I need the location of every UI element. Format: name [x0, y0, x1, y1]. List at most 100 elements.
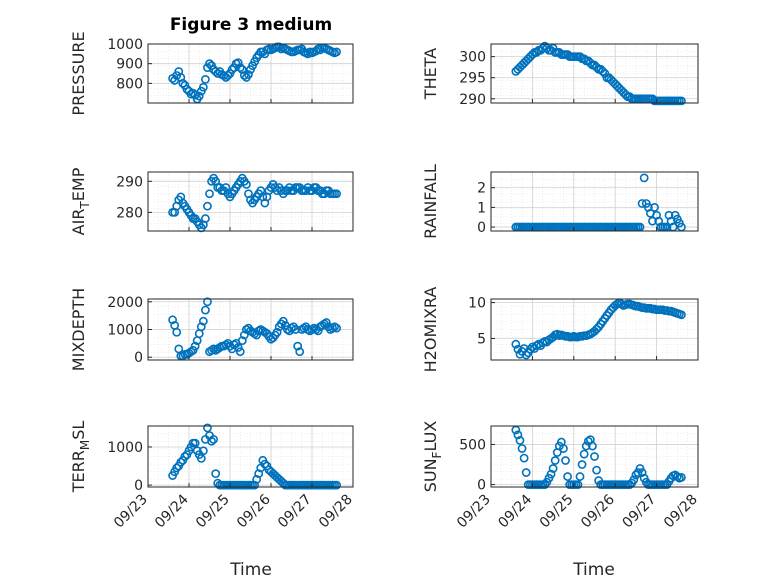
axes-box	[490, 171, 699, 232]
data-point	[332, 189, 341, 199]
data-point	[575, 472, 585, 481]
data-point	[590, 452, 599, 461]
data-point	[291, 325, 300, 334]
panel-1: 290 295 300 THETA	[421, 41, 699, 108]
panel-3: 0 1 2 RAINFALL	[421, 164, 699, 239]
data-point	[293, 341, 303, 351]
panel-4: 0 1000 2000 MIXDEPTH	[69, 288, 354, 371]
data-point	[573, 480, 583, 489]
data-point	[579, 449, 589, 459]
y-tick-label: 280	[116, 205, 143, 221]
data-point	[650, 202, 659, 212]
y-tick-label: 0	[134, 478, 143, 494]
data-point	[321, 318, 331, 327]
data-point	[254, 469, 264, 479]
data-point	[278, 316, 288, 326]
data-point	[260, 459, 270, 469]
y-tick-label: 800	[116, 76, 143, 92]
data-point	[313, 326, 323, 336]
data-point	[546, 469, 556, 479]
data-point	[194, 91, 204, 101]
panel-5: 5 10 H2OMIXRA	[421, 287, 699, 373]
data-point	[250, 480, 259, 490]
data-point	[241, 180, 251, 189]
data-point	[637, 199, 647, 208]
data-point	[176, 457, 186, 467]
y-axis-label: THETA	[421, 48, 440, 100]
data-point	[233, 58, 243, 68]
y-tick-label: 2	[477, 181, 486, 197]
y-tick-label: 1000	[107, 323, 143, 339]
data-point	[598, 66, 608, 76]
y-tick-label: 295	[459, 71, 486, 87]
y-tick-label: 0	[134, 350, 143, 366]
data-point	[332, 323, 341, 333]
data-point	[677, 96, 686, 106]
x-axis-label-right: Time	[572, 560, 615, 580]
y-tick-label: 290	[116, 174, 143, 190]
data-point	[196, 454, 206, 463]
data-point	[188, 345, 198, 355]
data-point	[237, 336, 247, 345]
y-tick-label: 1000	[107, 37, 143, 53]
y-tick-label: 10	[468, 296, 486, 312]
data-point	[190, 341, 200, 351]
y-tick-label: 290	[459, 92, 486, 108]
data-point	[211, 469, 221, 479]
data-point	[203, 201, 212, 211]
data-point	[244, 70, 253, 79]
data-point	[515, 436, 525, 445]
y-axis-label: RAINFALL	[421, 164, 440, 239]
y-tick-label: 0	[477, 478, 486, 494]
data-point	[198, 316, 208, 326]
y-tick-label: 1	[477, 200, 486, 216]
data-point	[577, 460, 587, 469]
data-point	[272, 327, 282, 337]
data-point	[205, 59, 214, 69]
data-point	[190, 438, 200, 448]
data-point	[550, 456, 560, 465]
data-point	[200, 305, 210, 315]
data-point	[239, 330, 249, 340]
data-point	[592, 465, 601, 475]
axes-box	[147, 171, 354, 232]
data-point	[332, 47, 341, 57]
data-point	[227, 344, 237, 354]
axes-box	[147, 425, 354, 488]
y-tick-label: 2000	[107, 295, 143, 311]
data-point	[648, 216, 657, 226]
data-point	[315, 45, 325, 55]
data-point	[517, 444, 527, 453]
data-point	[519, 453, 529, 463]
data-point	[209, 434, 218, 444]
axes-box	[490, 425, 699, 488]
data-point	[235, 347, 245, 357]
y-tick-label: 500	[459, 437, 486, 453]
data-point	[637, 468, 647, 477]
y-tick-label: 300	[459, 50, 486, 66]
data-point	[513, 430, 523, 440]
data-point	[227, 65, 237, 74]
data-point	[223, 71, 233, 80]
data-point	[525, 344, 535, 354]
data-point	[677, 472, 686, 482]
data-point	[252, 474, 262, 484]
data-point	[588, 441, 597, 451]
y-axis-label: PRESSURE	[69, 31, 88, 115]
data-point	[172, 463, 182, 473]
data-point	[559, 444, 568, 453]
panel-2: 280 290 AIRTEMP	[69, 167, 354, 235]
data-point	[203, 297, 212, 307]
data-point	[172, 327, 182, 337]
x-axis-label-left: Time	[229, 560, 272, 580]
data-point	[252, 330, 262, 340]
data-point	[511, 339, 521, 349]
data-point	[198, 82, 208, 92]
data-point	[639, 173, 649, 183]
data-point	[168, 315, 177, 325]
y-axis-label: H2OMIXRA	[421, 287, 440, 373]
data-point	[180, 452, 190, 461]
axes-box	[490, 298, 699, 361]
data-point	[203, 423, 212, 433]
